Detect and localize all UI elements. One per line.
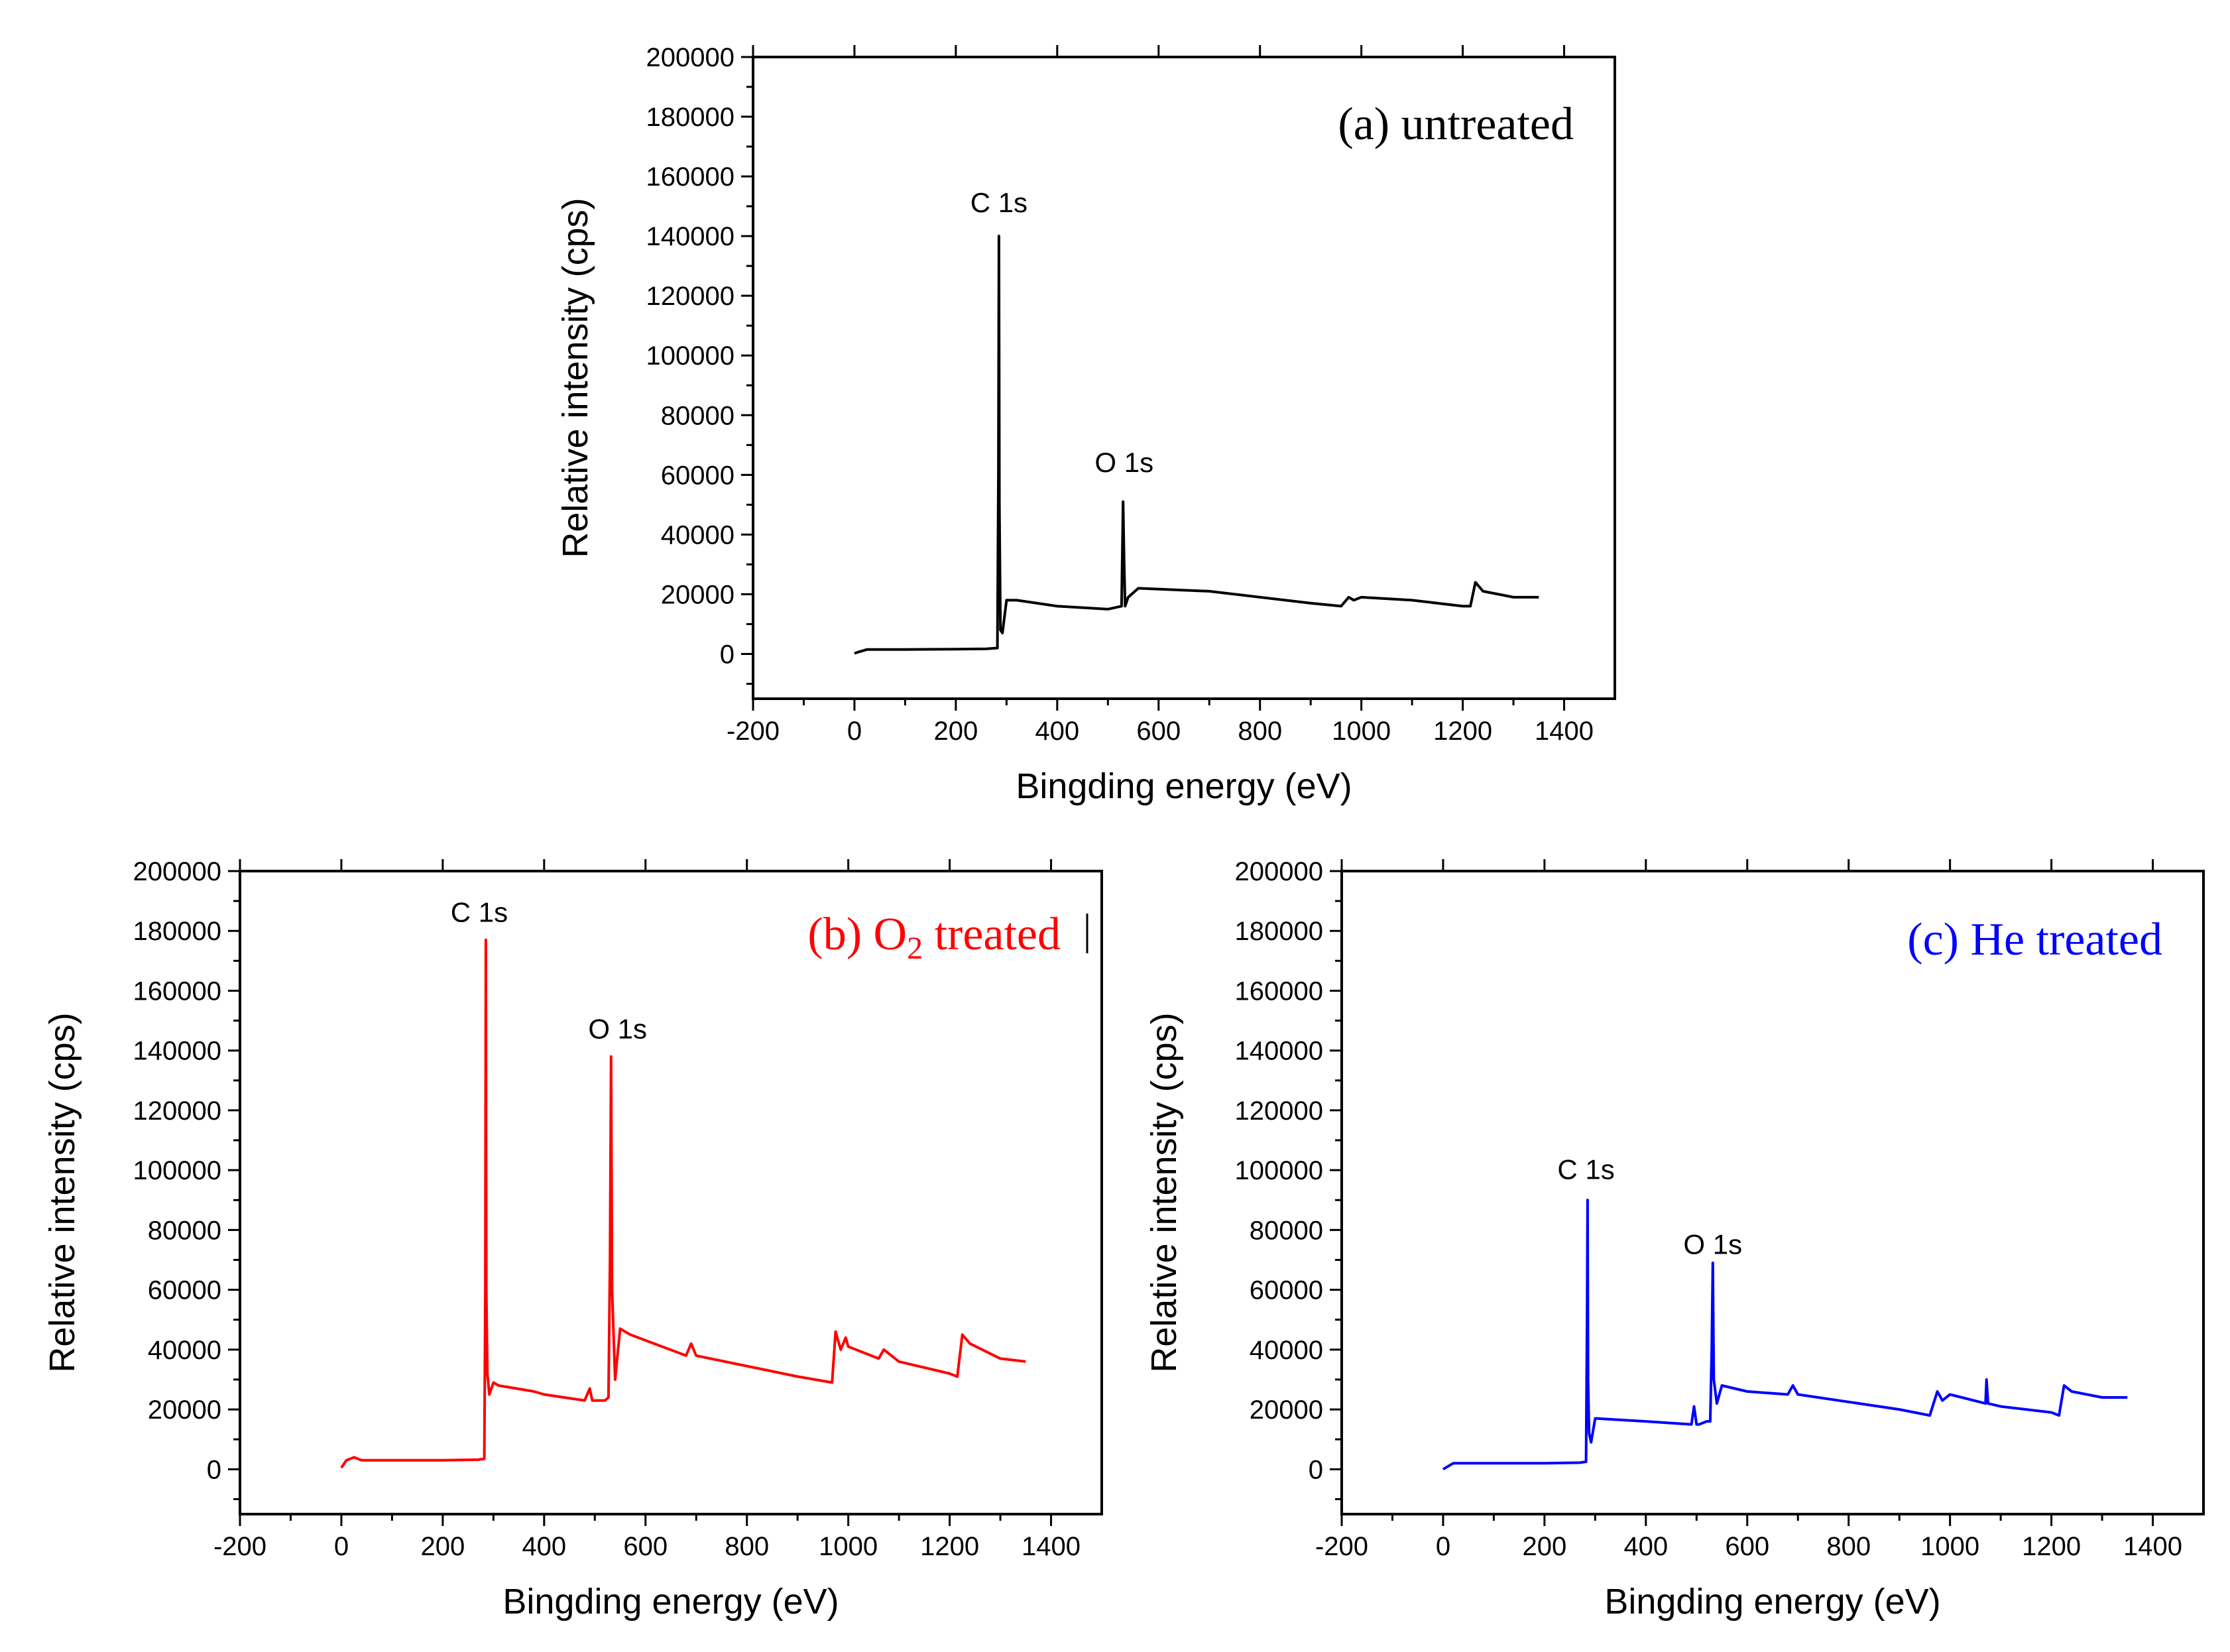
panel-a-title: (a) untreated: [1338, 99, 1574, 150]
panel-a-x-axis-title: Bingding energy (eV): [1016, 766, 1352, 806]
y-tick-label: 20000: [661, 580, 734, 609]
y-tick-label: 160000: [646, 162, 734, 192]
x-tick-label: -200: [213, 1532, 266, 1561]
x-tick-label: 0: [1436, 1532, 1450, 1561]
x-tick-label: 1400: [1535, 717, 1594, 746]
panel-b-title-suffix: treated: [923, 909, 1061, 960]
y-tick-label: 80000: [1250, 1216, 1323, 1245]
panel-c-peak-labels: C 1s O 1s: [1557, 1154, 1742, 1260]
y-tick-label: 180000: [1235, 917, 1323, 946]
panel-c-peak-label-o1s: O 1s: [1683, 1228, 1742, 1260]
panel-c-peak-label-c1s: C 1s: [1557, 1154, 1614, 1185]
x-tick-label: 1400: [1022, 1532, 1081, 1561]
panel-a-peak-label-o1s: O 1s: [1094, 447, 1153, 478]
y-tick-label: 160000: [1235, 976, 1323, 1006]
x-tick-label: 1400: [2123, 1532, 2182, 1561]
panel-a-tick-labels: -200 0 200 400 600 800 1000 1200 1400 0 20000 40000…: [646, 43, 1594, 746]
y-tick-label: 60000: [661, 461, 734, 490]
x-tick-label: 400: [1035, 717, 1079, 746]
y-tick-label: 60000: [1250, 1276, 1323, 1305]
y-tick-label: 40000: [148, 1336, 221, 1365]
y-tick-label: 100000: [1235, 1156, 1323, 1185]
y-tick-label: 180000: [646, 103, 734, 132]
panel-c-title: (c) He treated: [1907, 914, 2162, 965]
panel-c-x-axis-title: Bingding energy (eV): [1604, 1582, 1940, 1622]
y-tick-label: 0: [1309, 1455, 1323, 1484]
y-tick-label: 140000: [646, 222, 734, 251]
panel-b-peak-label-o1s: O 1s: [588, 1014, 647, 1045]
panel-a-ticks: [741, 45, 1566, 711]
y-tick-label: 200000: [646, 43, 734, 72]
y-tick-label: 200000: [1235, 857, 1323, 886]
x-tick-label: 800: [725, 1532, 769, 1561]
panel-c-he-treated: -200 0 200 400 600 800 1000 1200 1400 0 20000 40000…: [1144, 857, 2205, 1622]
x-tick-label: 800: [1238, 717, 1282, 746]
y-tick-label: 120000: [646, 282, 734, 311]
x-tick-label: 200: [421, 1532, 465, 1561]
x-tick-label: 1200: [920, 1532, 979, 1561]
y-tick-label: 0: [207, 1455, 221, 1484]
y-tick-label: 0: [720, 640, 734, 669]
panel-c-series-line: [1442, 1199, 2128, 1471]
y-tick-label: 40000: [1250, 1336, 1323, 1365]
x-tick-label: 400: [522, 1532, 566, 1561]
panel-a-peak-label-c1s: C 1s: [970, 187, 1027, 218]
panel-b-title: (b) O2 treated: [807, 909, 1061, 966]
y-tick-label: 100000: [646, 341, 734, 371]
x-tick-label: 600: [1136, 717, 1181, 746]
panel-c-tick-labels: -200 0 200 400 600 800 1000 1200 1400 0 20000 40000…: [1235, 857, 2183, 1561]
x-tick-label: 400: [1623, 1532, 1668, 1561]
panel-a-untreated: -200 0 200 400 600 800 1000 1200 1400 0 20000 40000…: [556, 43, 1616, 806]
panel-c-y-axis-title: Relative intensity (cps): [1144, 1012, 1184, 1372]
y-tick-label: 80000: [148, 1216, 221, 1245]
x-tick-label: 1000: [1332, 717, 1391, 746]
panel-b-series-line: [340, 938, 1026, 1469]
y-tick-label: 120000: [133, 1096, 221, 1126]
panel-b-peak-label-c1s: C 1s: [451, 897, 508, 928]
y-tick-label: 180000: [133, 917, 221, 946]
panel-b-plot-frame: [239, 870, 1103, 1515]
y-tick-label: 200000: [133, 857, 221, 886]
y-tick-label: 60000: [148, 1276, 221, 1305]
x-tick-label: 1000: [819, 1532, 878, 1561]
panel-a-peak-labels: C 1s O 1s: [970, 187, 1153, 478]
x-tick-label: -200: [727, 717, 780, 746]
panel-b-tick-labels: -200 0 200 400 600 800 1000 1200 1400 0 20000 40000…: [133, 857, 1081, 1561]
panel-a-series-line: [854, 235, 1539, 655]
panel-b-x-axis-title: Bingding energy (eV): [502, 1582, 839, 1622]
panel-b-peak-labels: C 1s O 1s: [451, 897, 647, 1045]
y-tick-label: 20000: [148, 1395, 221, 1425]
y-tick-label: 100000: [133, 1156, 221, 1185]
panel-a-plot-frame: [752, 56, 1616, 700]
y-tick-label: 20000: [1250, 1395, 1323, 1425]
x-tick-label: 800: [1826, 1532, 1871, 1561]
panel-b-y-axis-title: Relative intensity (cps): [42, 1012, 82, 1372]
y-tick-label: 140000: [1235, 1037, 1323, 1066]
panel-b-ticks: [228, 859, 1053, 1526]
x-tick-label: 0: [334, 1532, 349, 1561]
y-tick-label: 160000: [133, 976, 221, 1006]
x-tick-label: -200: [1315, 1532, 1368, 1561]
x-tick-label: 200: [934, 717, 978, 746]
panel-b-o2-treated: -200 0 200 400 600 800 1000 1200 1400 0 20000 40000…: [42, 857, 1103, 1622]
panel-b-title-subscript: 2: [907, 931, 923, 966]
x-tick-label: 1000: [1920, 1532, 1979, 1561]
y-tick-label: 140000: [133, 1037, 221, 1066]
x-tick-label: 0: [847, 717, 862, 746]
panel-a-y-axis-title: Relative intensity (cps): [556, 198, 595, 558]
x-tick-label: 600: [1725, 1532, 1769, 1561]
panel-c-plot-frame: [1340, 870, 2205, 1515]
x-tick-label: 600: [623, 1532, 668, 1561]
panel-b-title-prefix: (b) O: [807, 909, 907, 960]
y-tick-label: 40000: [661, 520, 734, 550]
x-tick-label: 1200: [2022, 1532, 2081, 1561]
x-tick-label: 200: [1523, 1532, 1567, 1561]
y-tick-label: 80000: [661, 401, 734, 430]
panel-c-ticks: [1330, 859, 2154, 1526]
x-tick-label: 1200: [1433, 717, 1492, 746]
y-tick-label: 120000: [1235, 1096, 1323, 1126]
